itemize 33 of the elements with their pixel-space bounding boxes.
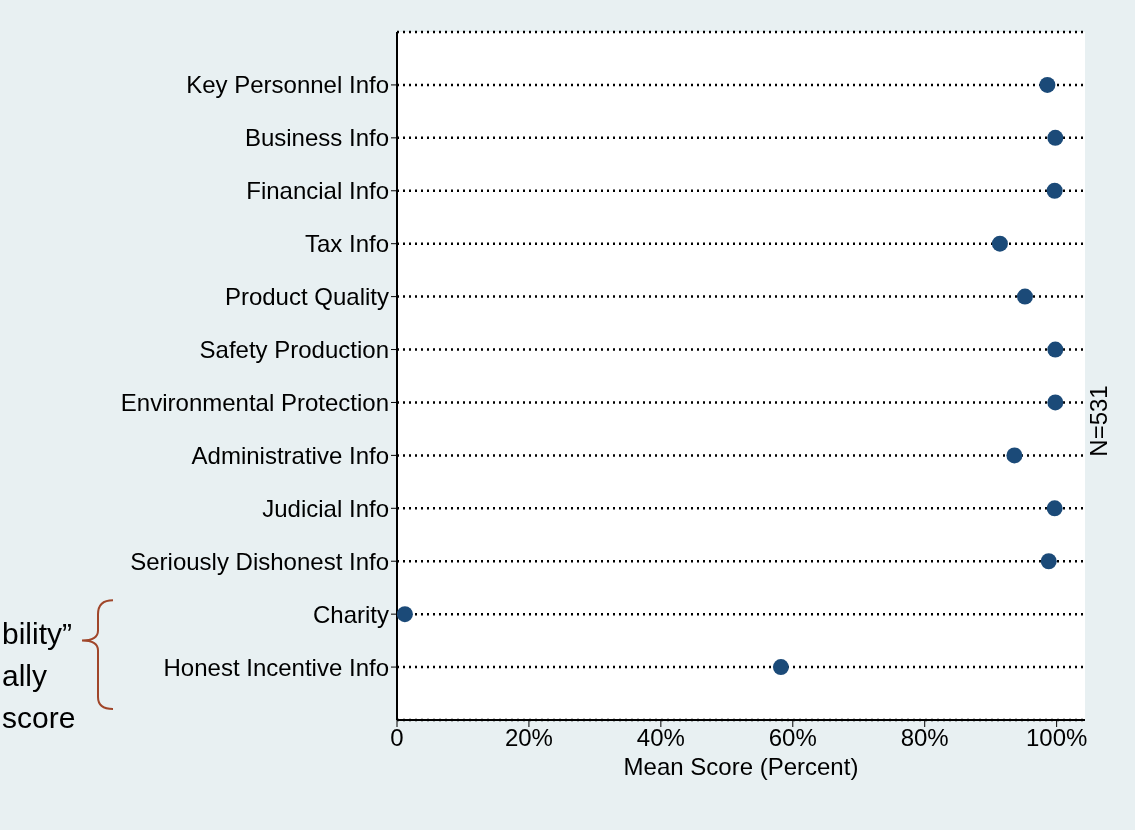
y-tick-label: Administrative Info	[191, 441, 389, 469]
point	[991, 235, 1008, 252]
point	[1039, 76, 1056, 93]
annotation: N=531	[1085, 385, 1112, 457]
x-tick-label: 20%	[504, 724, 553, 752]
y-tick-label: Honest Incentive Info	[163, 653, 389, 681]
point	[1046, 182, 1063, 199]
point	[1047, 394, 1064, 411]
y-tick-label: Key Personnel Info	[186, 71, 389, 99]
point	[1047, 341, 1064, 358]
text: bility” ally score	[2, 617, 76, 735]
x-tick-label: 80%	[900, 724, 949, 752]
point	[1046, 500, 1063, 517]
x-tick-label: 40%	[636, 724, 685, 752]
y-tick-label: Environmental Protection	[120, 388, 389, 416]
y-tick-label: Product Quality	[224, 283, 389, 311]
x-axis-title: Mean Score (Percent)	[623, 753, 859, 781]
x-tick-label: 0	[390, 724, 404, 752]
y-tick-label: Safety Production	[199, 336, 389, 364]
y-tick-label: Financial Info	[246, 177, 389, 205]
y-tick-label: Charity	[312, 600, 389, 628]
y-tick-label: Business Info	[244, 124, 389, 152]
y-tick-label: Judicial Info	[262, 494, 389, 522]
point	[772, 659, 789, 676]
point	[1040, 553, 1057, 570]
x-tick-label: 60%	[768, 724, 817, 752]
point	[1006, 447, 1023, 464]
y-tick-label: Seriously Dishonest Info	[130, 547, 389, 575]
y-tick-label: Tax Info	[304, 230, 389, 258]
point	[397, 606, 413, 623]
x-tick-label: 100%	[1025, 724, 1088, 752]
point	[1016, 288, 1033, 305]
point	[1047, 129, 1064, 146]
